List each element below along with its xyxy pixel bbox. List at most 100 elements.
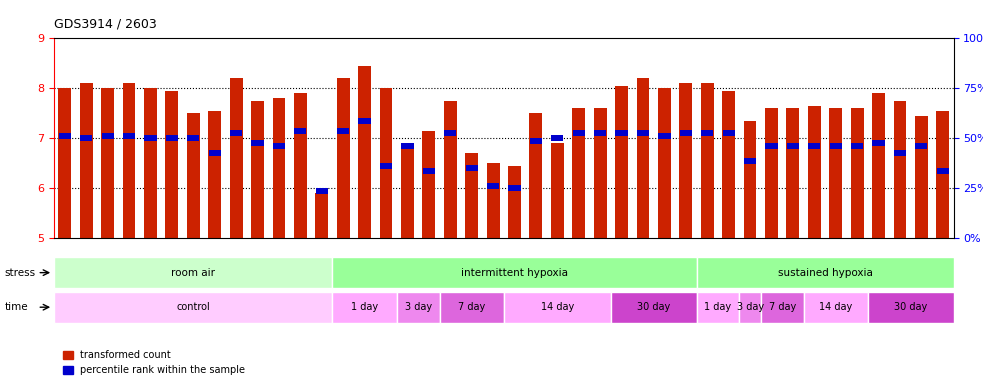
Bar — [637, 78, 650, 238]
FancyBboxPatch shape — [439, 292, 504, 323]
Text: 3 day: 3 day — [405, 302, 432, 312]
Bar — [230, 78, 243, 238]
Bar — [59, 133, 71, 139]
Text: 7 day: 7 day — [769, 302, 796, 312]
FancyBboxPatch shape — [697, 257, 954, 288]
Bar — [166, 135, 178, 141]
Bar — [530, 138, 542, 144]
Text: time: time — [5, 302, 29, 312]
Bar — [294, 93, 307, 238]
Bar — [723, 130, 734, 136]
Bar — [937, 111, 950, 238]
Bar — [359, 118, 371, 124]
Bar — [766, 143, 778, 149]
Bar — [679, 130, 692, 136]
Bar — [252, 140, 263, 146]
Bar — [550, 143, 564, 238]
Bar — [187, 135, 200, 141]
Bar — [744, 158, 756, 164]
Bar — [637, 130, 649, 136]
Legend: transformed count, percentile rank within the sample: transformed count, percentile rank withi… — [59, 346, 250, 379]
Bar — [272, 98, 285, 238]
Text: sustained hypoxia: sustained hypoxia — [778, 268, 873, 278]
Bar — [187, 113, 200, 238]
Bar — [723, 91, 735, 238]
Bar — [508, 185, 521, 191]
Bar — [830, 143, 841, 149]
Bar — [508, 166, 521, 238]
Bar — [379, 163, 392, 169]
Bar — [316, 193, 328, 238]
Bar — [444, 130, 456, 136]
Text: 30 day: 30 day — [895, 302, 927, 312]
Bar — [659, 133, 670, 139]
Bar — [423, 168, 434, 174]
Bar — [208, 111, 221, 238]
Bar — [572, 108, 585, 238]
Bar — [594, 130, 607, 136]
FancyBboxPatch shape — [397, 292, 439, 323]
Bar — [337, 78, 350, 238]
Bar — [423, 131, 435, 238]
FancyBboxPatch shape — [761, 292, 804, 323]
FancyBboxPatch shape — [54, 292, 332, 323]
Bar — [123, 133, 135, 139]
Text: 1 day: 1 day — [351, 302, 378, 312]
Bar — [851, 143, 863, 149]
Bar — [850, 108, 864, 238]
FancyBboxPatch shape — [610, 292, 697, 323]
Bar — [208, 150, 221, 156]
Bar — [316, 188, 328, 194]
Bar — [786, 108, 799, 238]
Text: 7 day: 7 day — [458, 302, 486, 312]
Bar — [101, 88, 114, 238]
FancyBboxPatch shape — [804, 292, 868, 323]
Bar — [401, 143, 414, 149]
Bar — [358, 66, 371, 238]
FancyBboxPatch shape — [868, 292, 954, 323]
Text: control: control — [176, 302, 210, 312]
Bar — [294, 128, 307, 134]
Bar — [701, 130, 714, 136]
Bar — [101, 133, 114, 139]
Bar — [273, 143, 285, 149]
Bar — [401, 143, 414, 238]
Bar — [230, 130, 242, 136]
Bar — [743, 121, 757, 238]
Bar — [808, 106, 821, 238]
FancyBboxPatch shape — [54, 257, 332, 288]
Bar — [466, 165, 478, 171]
Bar — [251, 101, 263, 238]
Bar — [786, 143, 799, 149]
Bar — [594, 108, 607, 238]
Bar — [830, 108, 842, 238]
Bar — [123, 83, 136, 238]
Bar — [145, 135, 156, 141]
Bar — [915, 143, 928, 149]
Bar — [701, 83, 714, 238]
Bar — [573, 130, 585, 136]
Bar — [144, 88, 157, 238]
Bar — [894, 101, 906, 238]
Bar — [80, 135, 92, 141]
Bar — [615, 130, 628, 136]
FancyBboxPatch shape — [739, 292, 761, 323]
Bar — [165, 91, 178, 238]
Text: GDS3914 / 2603: GDS3914 / 2603 — [54, 17, 157, 30]
FancyBboxPatch shape — [332, 292, 397, 323]
FancyBboxPatch shape — [504, 292, 610, 323]
FancyBboxPatch shape — [697, 292, 739, 323]
Bar — [379, 88, 392, 238]
Bar — [937, 168, 949, 174]
FancyBboxPatch shape — [332, 257, 697, 288]
Bar — [679, 83, 692, 238]
Bar — [487, 163, 499, 238]
Text: stress: stress — [5, 268, 36, 278]
Bar — [894, 150, 906, 156]
Text: 1 day: 1 day — [705, 302, 731, 312]
Bar — [444, 101, 457, 238]
Text: 14 day: 14 day — [541, 302, 574, 312]
Text: 30 day: 30 day — [637, 302, 670, 312]
Bar — [872, 93, 885, 238]
Bar — [337, 128, 349, 134]
